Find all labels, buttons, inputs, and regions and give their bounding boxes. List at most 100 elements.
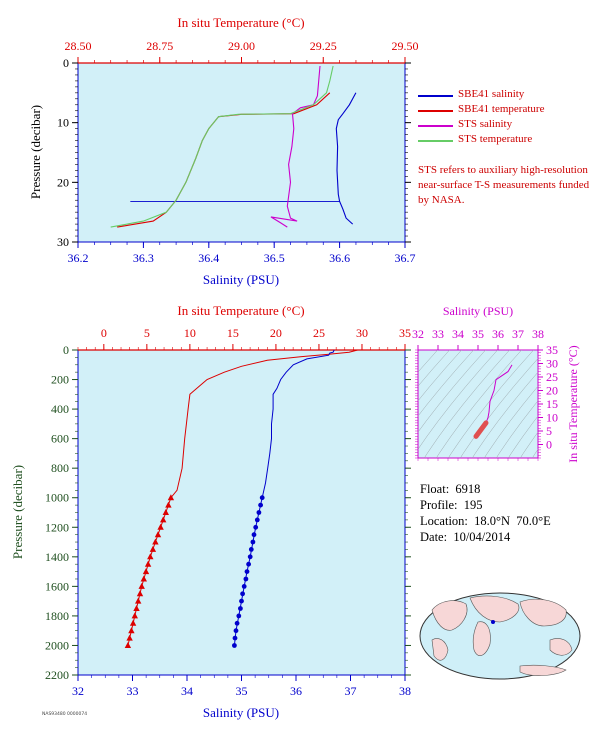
ts-sal-tick-label: 34 [452, 327, 464, 341]
bottom-temp-tick-label: 35 [399, 326, 411, 340]
top-sal-tick-label: 36.3 [133, 251, 154, 265]
salinity-marker [251, 532, 257, 538]
ts-sal-axis-label: Salinity (PSU) [443, 304, 513, 318]
bottom-pressure-tick-label: 600 [51, 432, 69, 446]
bottom-pressure-tick-label: 0 [63, 343, 69, 357]
bottom-pressure-tick-label: 800 [51, 461, 69, 475]
top-sal-tick-label: 36.7 [395, 251, 416, 265]
legend-item: SBE41 salinity [418, 88, 544, 103]
bottom-temp-tick-label: 30 [356, 326, 368, 340]
density-contour [447, 350, 534, 458]
density-contour [483, 385, 538, 458]
density-contour [418, 350, 498, 450]
legend-label: STS temperature [458, 133, 533, 145]
near-surface-panel: 28.50 28.75 29.00 29.25 29.50 36.2 36.3 36.4 36.… [28, 15, 419, 287]
salinity-marker [254, 517, 260, 523]
bottom-pressure-tick-label: 400 [51, 402, 69, 416]
ts-series [473, 364, 513, 439]
ts-temp-tick-label: 10 [546, 411, 558, 425]
salinity-marker [253, 524, 259, 530]
float-info: Float: 6918 Profile: 195 Location: 18.0°… [420, 481, 551, 545]
series-line-sts-temperature [110, 65, 334, 228]
bottom-sal-tick-label: 33 [127, 684, 139, 698]
bottom-sal-tick-label: 32 [72, 684, 84, 698]
legend-swatch [418, 95, 453, 97]
bottom-temp-axis-label: In situ Temperature (°C) [177, 303, 304, 318]
ts-temp-tick-label: 30 [546, 357, 558, 371]
file-stamp: NAS93480 0000074 [42, 712, 88, 717]
ts-temp-tick-label: 5 [546, 424, 552, 438]
salinity-marker [247, 554, 253, 560]
salinity-marker [232, 643, 237, 648]
bottom-pressure-tick-label: 2000 [45, 638, 69, 652]
ts-sal-tick-label: 33 [432, 327, 444, 341]
legend-item: SBE41 temperature [418, 103, 544, 118]
top-sal-axis-label: Salinity (PSU) [203, 272, 279, 287]
temperature-marker [138, 582, 145, 589]
salinity-marker [241, 584, 247, 589]
temperature-marker [135, 597, 142, 604]
legend-item: STS salinity [418, 118, 544, 133]
temperature-marker [154, 531, 162, 538]
top-temp-tick-label: 28.50 [65, 39, 92, 53]
bottom-pressure-tick-label: 1600 [45, 579, 69, 593]
top-pressure-axis-label: Pressure (decibar) [28, 105, 43, 199]
salinity-marker [232, 635, 238, 641]
date: Date: 10/04/2014 [420, 530, 511, 544]
density-contour [435, 350, 522, 458]
top-pressure-tick-label: 10 [57, 116, 69, 130]
near-surface-legend: SBE41 salinity SBE41 temperature STS sal… [418, 88, 544, 148]
temperature-marker [149, 545, 157, 552]
bottom-sal-tick-label: 38 [399, 684, 411, 698]
density-contour [423, 350, 510, 458]
density-contour [507, 415, 538, 458]
legend-swatch [418, 110, 453, 112]
density-contour [418, 350, 474, 417]
bottom-sal-tick-label: 37 [345, 684, 357, 698]
density-contour [531, 448, 538, 458]
salinity-marker [236, 613, 242, 619]
series-line-sbe41-salinity [335, 92, 357, 225]
salinity-marker [239, 598, 244, 604]
temperature-marker [152, 538, 159, 545]
density-contour [586, 330, 601, 468]
salinity-marker [233, 628, 239, 634]
near-surface-series [110, 65, 357, 228]
legend-swatch [418, 140, 453, 142]
ts-temp-tick-label: 35 [546, 343, 558, 357]
legend-label: SBE41 temperature [458, 103, 545, 115]
temperature-marker [133, 605, 140, 611]
density-contour [459, 358, 538, 458]
ts-sal-tick-label: 32 [412, 327, 424, 341]
temperature-marker [147, 553, 154, 560]
bottom-temp-tick-label: 0 [101, 326, 107, 340]
bottom-pressure-tick-label: 1200 [45, 520, 69, 534]
float-id: Float: 6918 [420, 482, 481, 496]
legend-swatch [418, 125, 453, 127]
top-temp-tick-label: 29.00 [228, 39, 255, 53]
legend-label: SBE41 salinity [458, 88, 525, 100]
bottom-pressure-axis-label: Pressure (decibar) [10, 465, 25, 559]
bottom-temp-tick-label: 10 [184, 326, 196, 340]
temperature-marker [129, 619, 137, 626]
bottom-pressure-tick-label: 1000 [45, 491, 69, 505]
ts-temp-tick-label: 0 [546, 438, 552, 452]
location: Location: 18.0°N 70.0°E [420, 514, 551, 528]
series-line-sts-salinity [270, 65, 321, 228]
temperature-marker [144, 560, 152, 567]
salinity-marker [256, 510, 262, 515]
ts-sal-tick-label: 36 [492, 327, 504, 341]
profile-temperature-line [127, 349, 358, 646]
profile-number: Profile: 195 [420, 498, 483, 512]
salinity-marker [258, 502, 263, 508]
top-pressure-tick-label: 20 [57, 175, 69, 189]
temperature-marker [165, 501, 172, 508]
top-sal-tick-label: 36.2 [68, 251, 89, 265]
density-contour [519, 431, 538, 458]
full-profile-series [124, 349, 358, 648]
ts-plot-area [417, 349, 539, 459]
ts-temp-tick-label: 15 [546, 397, 558, 411]
